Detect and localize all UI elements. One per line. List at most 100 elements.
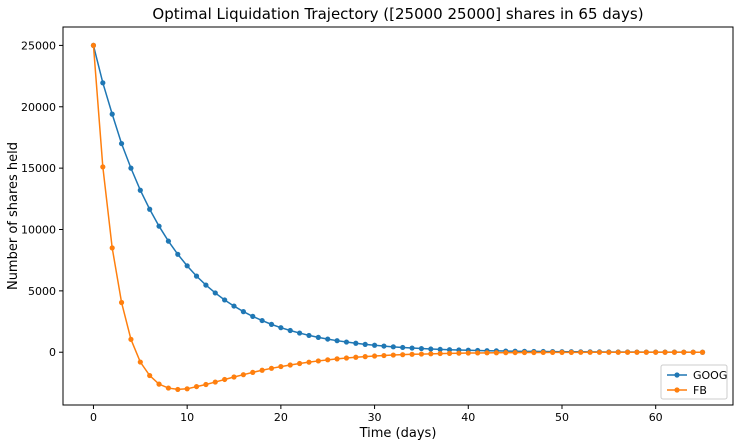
data-point-fb (231, 374, 237, 380)
data-point-fb (137, 359, 143, 365)
data-point-goog (390, 344, 396, 350)
data-point-fb (456, 350, 462, 356)
data-point-fb (540, 349, 546, 356)
data-point-goog (437, 346, 443, 353)
data-point-goog (315, 334, 321, 340)
data-point-goog (353, 340, 359, 346)
data-point-fb (118, 299, 125, 306)
data-point-fb (240, 372, 246, 378)
data-point-fb (193, 383, 200, 390)
x-tick-label: 30 (368, 411, 382, 424)
data-point-goog (222, 297, 228, 303)
data-point-fb (371, 353, 378, 359)
data-point-fb (465, 350, 471, 356)
data-point-fb (634, 349, 640, 355)
data-point-fb (184, 386, 190, 392)
data-point-fb (165, 385, 172, 391)
axis-ticks: 0 10 20 30 40 50 60 0 5000 10000 15000 20000 25000 (21, 39, 663, 424)
data-point-goog (287, 327, 293, 334)
data-point-goog (193, 273, 200, 279)
chart-title: Optimal Liquidation Trajectory ([25000 2… (152, 5, 643, 23)
data-point-goog (118, 140, 125, 147)
data-point-fb (212, 379, 218, 385)
data-point-goog (428, 346, 434, 352)
y-tick-label: 20000 (21, 101, 56, 114)
data-point-goog (334, 338, 340, 344)
data-point-fb (343, 355, 350, 361)
data-point-goog (306, 332, 312, 339)
data-point-fb (699, 349, 706, 355)
data-point-fb (446, 350, 453, 356)
data-point-goog (212, 290, 218, 296)
data-point-goog (203, 282, 209, 288)
data-point-fb (484, 350, 490, 356)
data-point-goog (418, 345, 425, 352)
data-point-fb (287, 362, 293, 368)
data-point-fb (418, 351, 425, 357)
legend-marker-fb (674, 387, 680, 393)
legend-label-fb: FB (693, 384, 707, 397)
data-point-fb (175, 386, 181, 393)
data-point-fb (222, 376, 228, 383)
data-point-fb (128, 336, 134, 342)
data-point-fb (306, 359, 312, 365)
data-point-goog (250, 313, 256, 319)
data-point-fb (203, 381, 209, 388)
legend: GOOG FB (660, 364, 728, 400)
data-point-fb (493, 350, 499, 356)
data-point-fb (606, 349, 612, 355)
data-point-goog (109, 111, 115, 117)
data-point-fb (521, 349, 528, 356)
data-point-goog (371, 342, 378, 348)
data-point-fb (109, 245, 115, 251)
data-point-fb (278, 363, 284, 370)
data-point-goog (446, 347, 453, 353)
data-point-fb (437, 350, 443, 357)
data-point-fb (100, 164, 106, 170)
data-point-fb (390, 352, 396, 358)
data-point-fb (596, 349, 603, 355)
data-point-fb (578, 349, 584, 355)
data-point-fb (559, 349, 565, 355)
y-tick-label: 5000 (28, 285, 56, 298)
data-point-goog (400, 344, 406, 351)
data-point-goog (231, 303, 237, 309)
data-point-goog (325, 336, 331, 342)
data-point-fb (643, 349, 649, 355)
data-point-fb (624, 349, 631, 355)
y-tick-label: 15000 (21, 162, 56, 175)
data-point-goog (184, 263, 190, 269)
y-tick-label: 25000 (21, 39, 56, 52)
data-point-fb (250, 369, 256, 375)
data-point-fb (662, 349, 668, 355)
data-point-goog (381, 343, 387, 349)
data-point-goog (165, 238, 172, 244)
x-axis-label: Time (days) (359, 426, 437, 441)
data-point-fb (400, 352, 406, 358)
data-point-fb (297, 360, 303, 367)
data-point-fb (531, 349, 537, 356)
data-point-fb (353, 354, 359, 360)
data-point-fb (362, 354, 368, 360)
data-point-goog (156, 223, 162, 229)
y-axis-label: Number of shares held (6, 142, 21, 290)
data-point-goog (137, 187, 143, 193)
data-point-goog (175, 251, 181, 257)
data-point-fb (147, 372, 153, 379)
data-point-fb (503, 350, 509, 356)
data-point-fb (690, 349, 696, 355)
data-point-goog (278, 325, 284, 331)
data-point-fb (671, 349, 678, 355)
x-tick-label: 60 (649, 411, 663, 424)
legend-marker-goog (674, 372, 680, 378)
data-point-fb (325, 357, 331, 363)
y-tick-label: 10000 (21, 224, 56, 237)
legend-label-goog: GOOG (693, 369, 727, 382)
data-point-goog (147, 206, 153, 212)
data-point-goog (268, 321, 275, 327)
data-point-fb (615, 349, 621, 355)
data-point-fb (315, 358, 321, 364)
data-point-fb (653, 349, 659, 355)
data-point-fb (268, 365, 275, 371)
